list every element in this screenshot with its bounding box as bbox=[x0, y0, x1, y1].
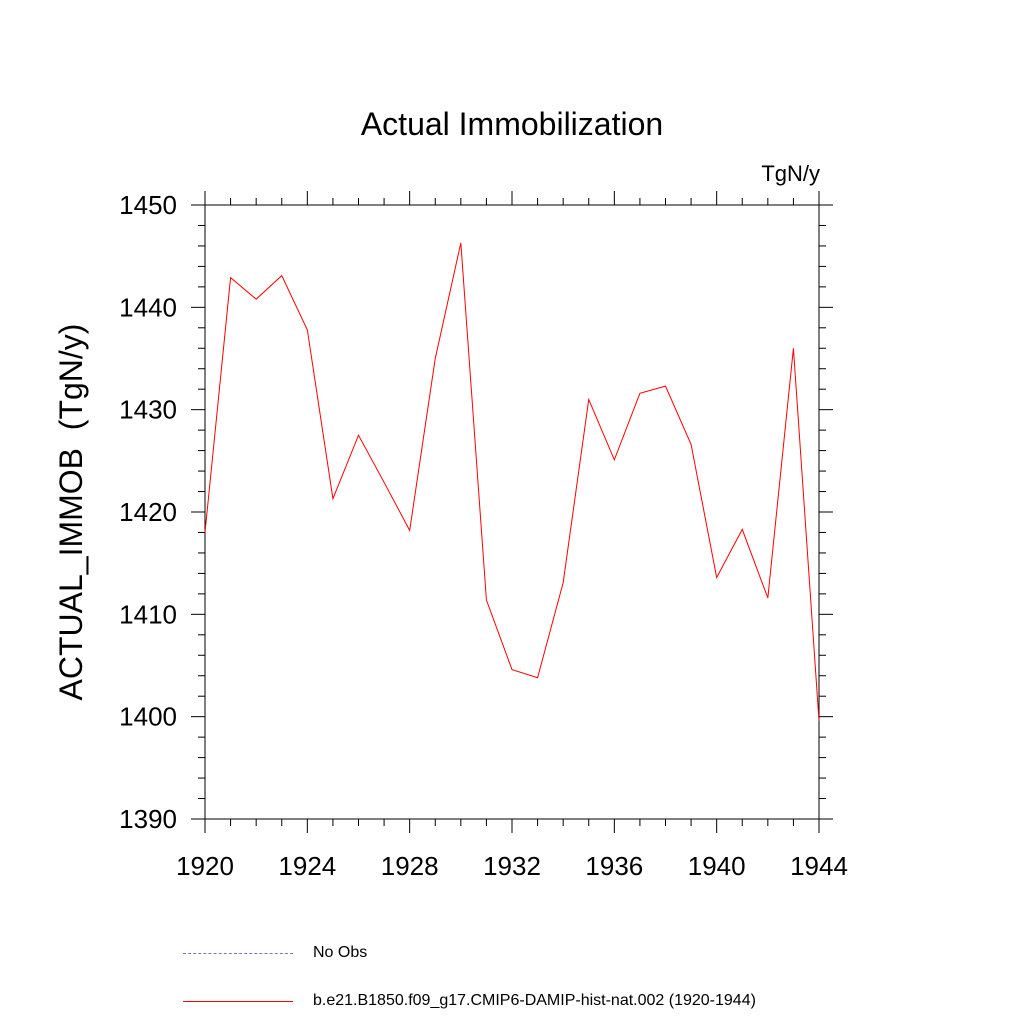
legend-swatch-solid bbox=[183, 1000, 293, 1002]
y-tick-label: 1430 bbox=[119, 395, 177, 425]
y-tick-label: 1400 bbox=[119, 702, 177, 732]
x-tick-label: 1940 bbox=[688, 851, 746, 881]
y-tick-label: 1390 bbox=[119, 804, 177, 834]
legend-label-no-obs: No Obs bbox=[313, 944, 368, 961]
x-tick-label: 1936 bbox=[585, 851, 643, 881]
x-tick-label: 1920 bbox=[176, 851, 234, 881]
y-tick-label: 1440 bbox=[119, 292, 177, 322]
legend-label-model-run: b.e21.B1850.f09_g17.CMIP6-DAMIP-hist-nat… bbox=[313, 992, 756, 1009]
series-line-1 bbox=[204, 242, 820, 721]
x-tick-label: 1944 bbox=[790, 851, 848, 881]
units-label: TgN/y bbox=[761, 161, 820, 186]
y-tick-label: 1450 bbox=[119, 190, 177, 220]
y-axis-label: ACTUAL_IMMOB (TgN/y) bbox=[53, 324, 89, 701]
legend-item-no-obs: No Obs bbox=[183, 943, 367, 963]
x-tick-label: 1932 bbox=[483, 851, 541, 881]
x-tick-label: 1928 bbox=[381, 851, 439, 881]
plot-frame bbox=[204, 204, 820, 820]
chart-title: Actual Immobilization bbox=[361, 106, 663, 142]
y-tick-label: 1420 bbox=[119, 497, 177, 527]
legend-swatch-dashed bbox=[183, 952, 293, 954]
x-tick-label: 1924 bbox=[278, 851, 336, 881]
legend-item-model-run: b.e21.B1850.f09_g17.CMIP6-DAMIP-hist-nat… bbox=[183, 991, 756, 1011]
y-tick-label: 1410 bbox=[119, 599, 177, 629]
